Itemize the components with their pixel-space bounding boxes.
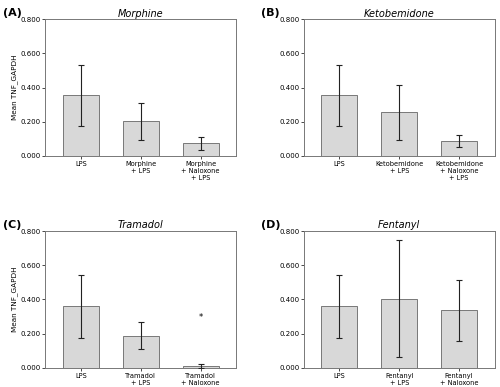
Title: Fentanyl: Fentanyl — [378, 220, 420, 230]
Bar — [123, 121, 158, 156]
Bar — [441, 310, 477, 368]
Text: (B): (B) — [262, 9, 280, 19]
Y-axis label: Mean TNF_GAPDH: Mean TNF_GAPDH — [11, 267, 18, 332]
Title: Tramadol: Tramadol — [118, 220, 164, 230]
Bar — [182, 143, 218, 156]
Y-axis label: Mean TNF_GAPDH: Mean TNF_GAPDH — [11, 55, 18, 120]
Bar — [382, 112, 417, 156]
Bar — [441, 141, 477, 156]
Title: Ketobemidone: Ketobemidone — [364, 9, 434, 19]
Bar — [63, 95, 99, 156]
Text: (C): (C) — [3, 220, 21, 230]
Bar — [382, 298, 417, 368]
Text: *: * — [198, 313, 202, 322]
Text: (A): (A) — [3, 9, 22, 19]
Bar — [63, 306, 99, 368]
Bar — [182, 366, 218, 368]
Bar — [322, 306, 358, 368]
Text: (D): (D) — [262, 220, 281, 230]
Title: Morphine: Morphine — [118, 9, 164, 19]
Bar — [123, 336, 158, 368]
Bar — [322, 95, 358, 156]
